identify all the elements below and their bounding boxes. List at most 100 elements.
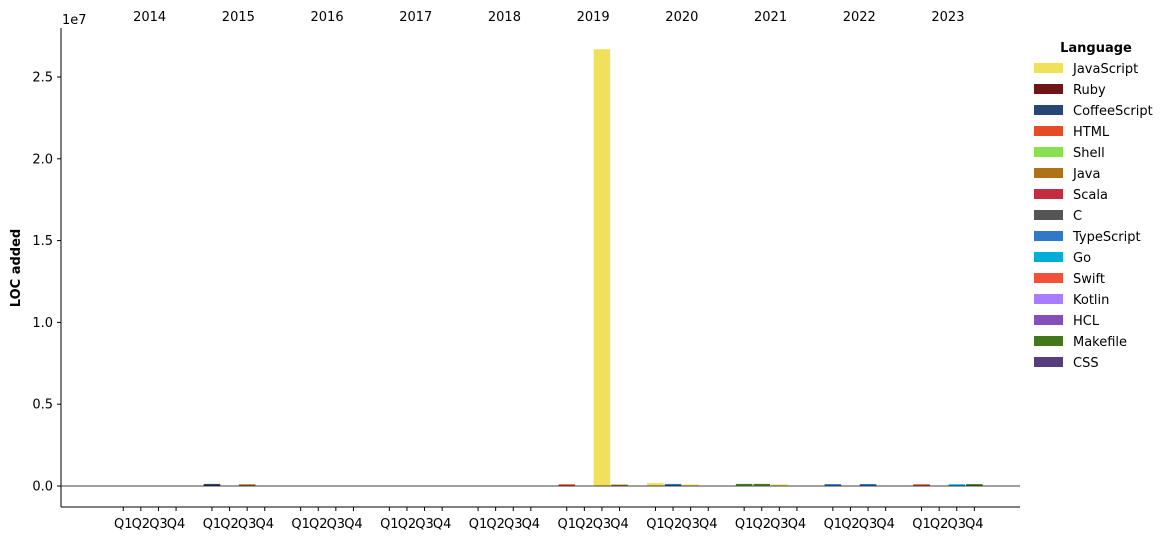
bar-segment-2019-Q1-html [558, 484, 575, 486]
bar-segment-2015-Q3-java [238, 484, 256, 486]
bars-layer [203, 49, 983, 486]
x-tick-label-2017-q1: Q1 [380, 517, 399, 532]
bar-segment-2019-Q3-javascript [593, 49, 611, 486]
legend-label-html: HTML [1073, 125, 1110, 140]
x-tick-label-2014-q3: Q3 [149, 517, 168, 532]
bar-segment-2019-Q4-java [611, 484, 628, 486]
legend-swatch-makefile [1034, 336, 1063, 346]
legend-swatch-java [1034, 168, 1063, 178]
x-tick-label-2021-q2: Q2 [752, 517, 771, 532]
x-tick-label-2019-q3: Q3 [593, 517, 612, 532]
y-tick-label: 2.5 [32, 71, 53, 86]
bar-segment-2020-Q1-javascript [647, 483, 664, 486]
legend-label-coffeescript: CoffeeScript [1073, 104, 1153, 119]
legend-label-swift: Swift [1073, 272, 1105, 287]
x-tick-label-2021-q3: Q3 [770, 517, 789, 532]
x-tick-label-2023-q3: Q3 [947, 517, 966, 532]
x-tick-label-2016-q2: Q2 [309, 517, 328, 532]
legend-label-javascript: JavaScript [1072, 62, 1138, 77]
x-tick-label-2017-q2: Q2 [398, 517, 417, 532]
year-label-2020: 2020 [665, 10, 698, 25]
x-tick-label-2015-q4: Q4 [255, 517, 274, 532]
x-tick-label-2014-q1: Q1 [114, 517, 133, 532]
x-tick-label-2015-q2: Q2 [220, 517, 239, 532]
bar-segment-2015-Q1-coffeescript [203, 483, 221, 486]
legend-label-shell: Shell [1073, 146, 1105, 161]
legend-swatch-scala [1034, 189, 1063, 199]
x-tick-label-2019-q2: Q2 [575, 517, 594, 532]
legend-label-typescript: TypeScript [1072, 230, 1141, 245]
x-tick-label-2022-q1: Q1 [824, 517, 843, 532]
legend-swatch-shell [1034, 147, 1063, 157]
x-tick-label-2023-q1: Q1 [912, 517, 931, 532]
y-tick-label: 1.0 [32, 316, 53, 331]
bar-segment-2023-Q3-go [948, 484, 965, 486]
legend-swatch-html [1034, 126, 1063, 136]
legend-label-scala: Scala [1073, 188, 1108, 203]
x-tick-label-2015-q1: Q1 [203, 517, 222, 532]
legend-label-ruby: Ruby [1073, 83, 1106, 98]
x-tick-label-2023-q4: Q4 [965, 517, 984, 532]
legend-swatch-ruby [1034, 84, 1063, 94]
y-tick-label: 0.0 [32, 480, 53, 495]
x-tick-label-2018-q3: Q3 [504, 517, 523, 532]
x-tick-label-2016-q1: Q1 [291, 517, 310, 532]
legend-label-java: Java [1072, 167, 1100, 182]
x-tick-label-2021-q4: Q4 [788, 517, 807, 532]
legend-swatch-css [1034, 357, 1063, 367]
y-tick-label: 1.5 [32, 234, 53, 249]
x-tick-label-2014-q4: Q4 [167, 517, 186, 532]
x-tick-label-2017-q4: Q4 [433, 517, 452, 532]
x-tick-label-2014-q2: Q2 [132, 517, 151, 532]
legend-label-hcl: HCL [1073, 314, 1100, 329]
x-tick-label-2020-q4: Q4 [699, 517, 718, 532]
x-tick-label-2020-q2: Q2 [664, 517, 683, 532]
x-tick-label-2016-q4: Q4 [344, 517, 363, 532]
legend-swatch-go [1034, 252, 1063, 262]
x-tick-label-2022-q3: Q3 [859, 517, 878, 532]
year-label-2021: 2021 [754, 10, 787, 25]
legend-label-css: CSS [1073, 356, 1099, 371]
y-multiplier-label: 1e7 [62, 13, 87, 28]
legend-swatch-kotlin [1034, 294, 1063, 304]
y-tick-label: 0.5 [32, 398, 53, 413]
x-tick-label-2020-q1: Q1 [646, 517, 665, 532]
legend-swatch-c [1034, 210, 1063, 220]
x-tick-label-2022-q4: Q4 [876, 517, 895, 532]
legend-title: Language [1060, 41, 1132, 56]
year-label-2019: 2019 [577, 10, 610, 25]
year-label-2014: 2014 [133, 10, 166, 25]
bar-segment-2021-Q2-makefile [753, 483, 770, 486]
legend-swatch-hcl [1034, 315, 1063, 325]
bar-segment-2021-Q1-makefile [735, 483, 753, 486]
year-label-2016: 2016 [311, 10, 344, 25]
bar-segment-2021-Q3-javascript [771, 484, 788, 486]
y-axis-title: LOC added [9, 229, 24, 307]
year-label-2018: 2018 [488, 10, 521, 25]
bar-segment-2023-Q1-html [913, 484, 930, 486]
bar-segment-2020-Q3-javascript [682, 484, 699, 486]
bar-segment-2020-Q2-typescript [664, 483, 682, 486]
legend-swatch-typescript [1034, 231, 1063, 241]
bar-segment-2022-Q3-typescript [859, 484, 877, 486]
legend-label-c: C [1073, 209, 1082, 224]
x-tick-label-2018-q1: Q1 [469, 517, 488, 532]
legend-swatch-coffeescript [1034, 105, 1063, 115]
x-tick-label-2021-q1: Q1 [735, 517, 754, 532]
x-tick-label-2022-q2: Q2 [841, 517, 860, 532]
year-label-2022: 2022 [843, 10, 876, 25]
x-tick-label-2019-q4: Q4 [610, 517, 629, 532]
x-tick-label-2020-q3: Q3 [681, 517, 700, 532]
x-tick-label-2015-q3: Q3 [238, 517, 257, 532]
x-tick-label-2017-q3: Q3 [415, 517, 434, 532]
legend-label-kotlin: Kotlin [1073, 293, 1109, 308]
year-label-2015: 2015 [222, 10, 255, 25]
bar-segment-2022-Q1-typescript [824, 484, 842, 486]
legend-label-makefile: Makefile [1073, 335, 1127, 350]
legend-label-go: Go [1073, 251, 1091, 266]
legend-swatch-javascript [1034, 63, 1063, 73]
bar-segment-2023-Q4-makefile [966, 484, 983, 486]
year-label-2017: 2017 [399, 10, 432, 25]
